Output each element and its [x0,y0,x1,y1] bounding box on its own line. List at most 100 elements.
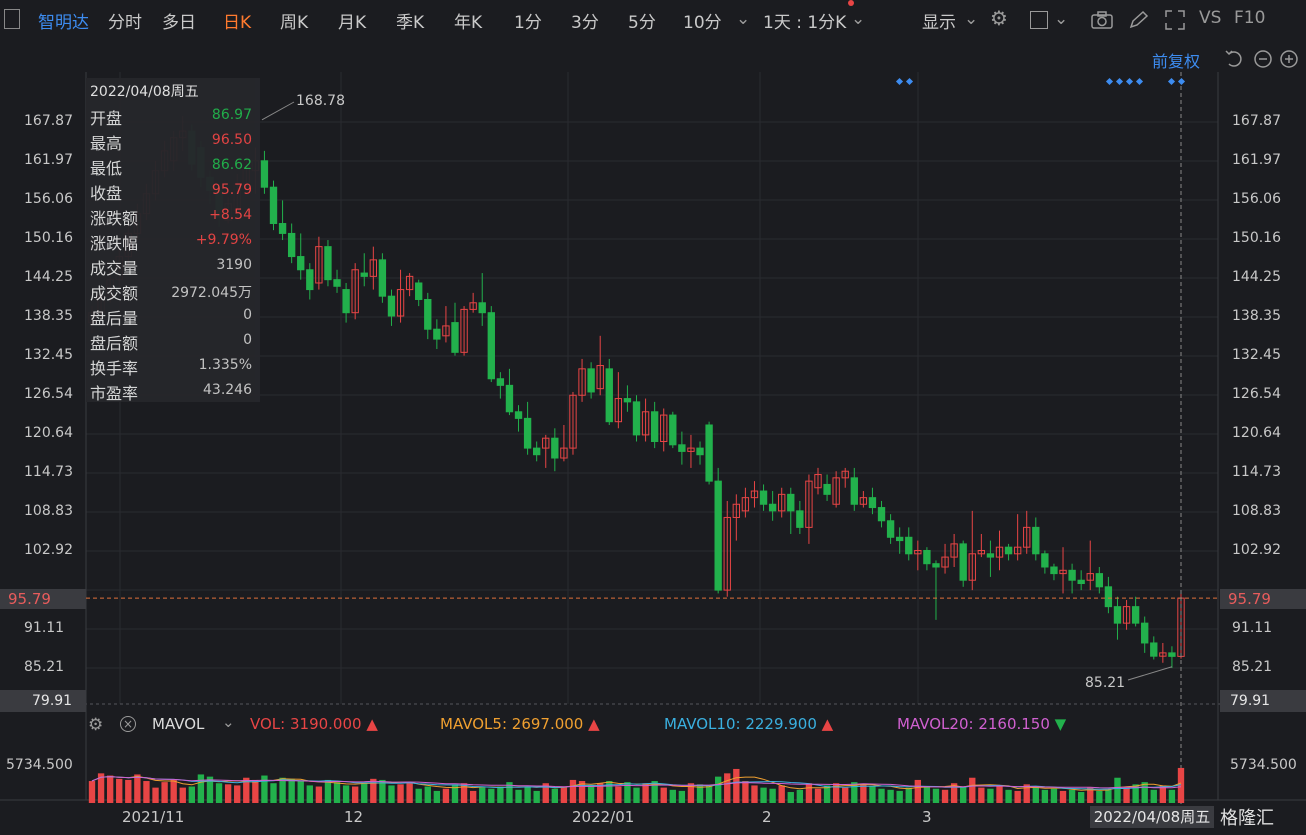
info-row: 涨跌额 +8.54 [90,205,256,229]
volume-bar [97,773,105,803]
period-select[interactable]: 1天 : 1分K [763,13,847,33]
tab-quarterly-k[interactable]: 季K [396,13,425,33]
volume-bar [179,787,186,803]
fullscreen-icon[interactable] [1164,9,1186,31]
candle-body [850,477,858,505]
volume-bar [1032,786,1039,803]
info-value: 3190 [216,257,252,273]
volume-bar [669,789,676,803]
sidebar-toggle-icon[interactable] [4,9,20,29]
volume-bar [524,786,531,803]
candle-body [415,282,423,300]
volume-bar [923,786,931,803]
volume-bar [832,783,840,803]
stock-name[interactable]: 智明达 [38,13,89,33]
candle-body [923,549,931,565]
volume-bar [324,779,332,803]
volume-bar [479,787,486,803]
indicator-select[interactable]: MAVOL [152,715,205,733]
candle-body [351,269,359,314]
volume-bar [687,783,695,803]
candle-body [895,536,904,542]
event-marker-icon [1115,77,1124,86]
tab-5min[interactable]: 5分 [628,13,656,33]
info-value: 0 [243,307,252,323]
volume-bar [1023,784,1030,803]
info-row: 盘后量 0 [90,305,256,329]
vs-button[interactable]: VS [1199,8,1222,28]
volume-bar [751,785,758,803]
volume-bar [106,775,114,803]
candle-body [560,447,568,459]
tab-monthly-k[interactable]: 月K [338,13,367,33]
info-value: 43.246 [203,382,252,398]
volume-bar [188,786,196,803]
y-tick-left: 85.21 [24,659,65,675]
y-tick-right: 156.06 [1232,191,1281,207]
cursor-date: 2022/04/08周五 [1090,806,1214,828]
gear-icon[interactable]: ⚙ [88,715,104,735]
close-icon[interactable]: × [120,716,136,732]
display-menu[interactable]: 显示 [922,13,956,33]
zoom-in-icon[interactable] [1280,50,1298,68]
volume-bar [279,777,286,803]
candle-body [1059,569,1067,575]
volume-bar [969,777,976,803]
info-row: 盘后额 0 [90,330,256,354]
info-value: 86.97 [211,107,252,123]
chevron-down-icon[interactable]: ⌄ [736,9,751,29]
candle-body [1168,652,1176,657]
adjust-mode[interactable]: 前复权 [1152,52,1201,71]
mavol10-value: MAVOL10: 2229.900 ▲ [664,715,834,733]
candle-body [696,447,704,456]
undo-icon[interactable] [1225,50,1242,67]
chevron-down-icon[interactable]: ⌄ [222,713,235,731]
volume-bar [960,786,967,803]
zoom-out-icon[interactable] [1254,50,1272,68]
volume-bar [705,785,713,803]
info-label: 最低 [90,159,123,178]
volume-bar [1177,767,1185,803]
pen-icon[interactable] [1128,10,1150,30]
y-tick-left: 132.45 [24,346,73,363]
y-tick-left: 167.87 [24,113,73,129]
f10-button[interactable]: F10 [1234,8,1266,28]
candle-body [805,480,813,528]
chevron-down-icon[interactable]: ⌄ [851,9,866,29]
tab-weekly-k[interactable]: 周K [280,13,309,33]
info-label: 收盘 [90,184,123,203]
candle-body [768,503,777,512]
volume-bar [515,789,522,803]
gear-icon[interactable]: ⚙ [990,6,1008,30]
volume-bar [932,788,940,803]
tab-3min[interactable]: 3分 [571,13,599,33]
volume-bar [678,790,686,803]
tab-intraday[interactable]: 分时 [108,13,142,33]
square-icon[interactable] [1030,11,1048,29]
volume-indicator-bar: ⚙ × MAVOL ⌄ VOL: 3190.000 ▲ MAVOL5: 2697… [0,713,1306,737]
chevron-down-icon[interactable]: ⌄ [1054,9,1069,29]
tab-yearly-k[interactable]: 年K [454,13,483,33]
info-label: 市盈率 [90,384,139,403]
candle-body [660,414,668,443]
y-tick-right: 150.16 [1232,229,1281,246]
camera-icon[interactable] [1090,10,1114,30]
candle-body [578,368,586,396]
volume-bar [533,790,540,803]
candle-body [687,447,695,452]
volume-bar [1087,787,1094,803]
candle-body [678,444,686,452]
volume-bar [252,779,259,803]
tab-1min[interactable]: 1分 [514,13,542,33]
candle-body [1050,566,1058,575]
candle-body [424,298,432,330]
volume-bar [415,788,422,803]
chevron-down-icon[interactable]: ⌄ [964,9,979,29]
tab-daily-k[interactable]: 日K [223,13,252,33]
volume-bar [714,776,722,803]
candle-body [269,186,278,225]
volume-bar [224,784,232,803]
tab-10min[interactable]: 10分 [683,13,722,33]
tab-multiday[interactable]: 多日 [162,13,196,33]
